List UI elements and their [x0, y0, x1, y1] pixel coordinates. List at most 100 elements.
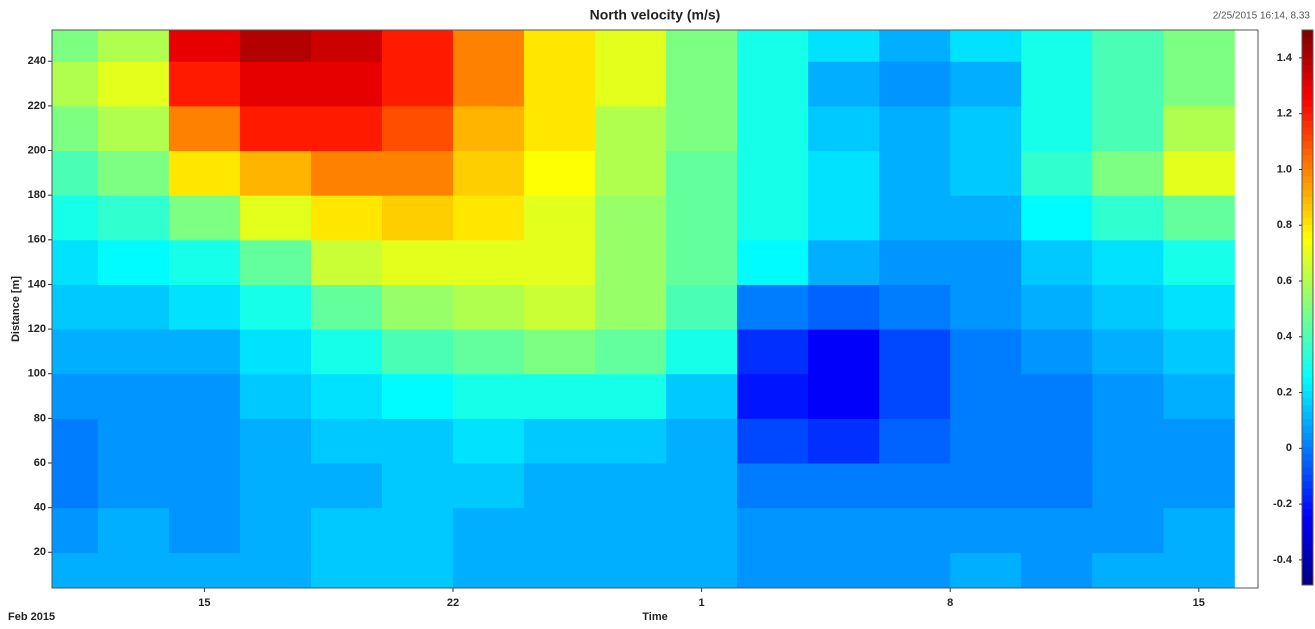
heatmap-cell [382, 552, 454, 597]
colorbar-segment [1302, 141, 1313, 148]
colorbar-tick-label: 0.4 [1277, 331, 1293, 343]
colorbar-segment [1302, 294, 1313, 301]
heatmap-cell [311, 374, 383, 419]
heatmap-cell [666, 17, 738, 62]
colorbar-segment [1302, 460, 1313, 467]
heatmap-cell [169, 17, 241, 62]
heatmap-cell [1163, 418, 1235, 463]
colorbar-segment [1302, 99, 1313, 106]
heatmap-cell [1163, 508, 1235, 553]
heatmap-cell [737, 552, 809, 597]
heatmap-cell [240, 418, 312, 463]
heatmap-cell [879, 151, 951, 196]
heatmap-cell [950, 374, 1022, 419]
heatmap-cell [240, 552, 312, 597]
colorbar-segment [1302, 516, 1313, 523]
heatmap-cell [1163, 329, 1235, 374]
colorbar-segment [1302, 446, 1313, 453]
heatmap-cell [595, 463, 667, 508]
colorbar-segment [1302, 183, 1313, 190]
heatmap-cell [808, 61, 880, 106]
heatmap-cell [950, 284, 1022, 329]
heatmap-cell [382, 195, 454, 240]
colorbar-segment [1302, 342, 1313, 349]
heatmap-cell [524, 463, 596, 508]
colorbar-segment [1302, 308, 1313, 315]
heatmap-cell [453, 240, 525, 285]
x-tick-label: 1 [699, 597, 705, 609]
heatmap-cell [737, 151, 809, 196]
heatmap-cell [737, 240, 809, 285]
heatmap-cell [737, 418, 809, 463]
heatmap-cell [1021, 418, 1093, 463]
colorbar-segment [1302, 44, 1313, 51]
colorbar-segment [1302, 377, 1313, 384]
heatmap-cell [666, 240, 738, 285]
y-axis-label: Distance [m] [10, 276, 22, 342]
colorbar-segment [1302, 391, 1313, 398]
y-tick-label: 40 [34, 502, 46, 514]
colorbar-tick-label: -0.2 [1273, 498, 1292, 510]
heatmap-cell [1021, 508, 1093, 553]
heatmap-cell [1021, 17, 1093, 62]
heatmap-cell [1163, 284, 1235, 329]
colorbar-segment [1302, 79, 1313, 86]
colorbar-tick-label: -0.4 [1273, 554, 1293, 566]
colorbar-segment [1302, 578, 1313, 585]
colorbar-segment [1302, 134, 1313, 141]
heatmap-cell [169, 284, 241, 329]
heatmap-cell [666, 508, 738, 553]
heatmap-cell [1021, 106, 1093, 151]
heatmap-cell [382, 418, 454, 463]
heatmap-cell [453, 508, 525, 553]
heatmap-cell [453, 418, 525, 463]
y-tick-label: 20 [34, 546, 46, 558]
heatmap-cell [98, 418, 170, 463]
heatmap-cell [240, 463, 312, 508]
colorbar-tick-label: 0.8 [1277, 219, 1292, 231]
heatmap-cell [1021, 240, 1093, 285]
x-tick-label: 15 [198, 597, 210, 609]
heatmap-cell [1021, 284, 1093, 329]
y-tick-label: 180 [28, 189, 46, 201]
heatmap-cell [879, 508, 951, 553]
heatmap-cell [169, 508, 241, 553]
heatmap-cell [666, 61, 738, 106]
heatmap-cell [595, 151, 667, 196]
heatmap-cell [666, 151, 738, 196]
colorbar-segment [1302, 495, 1313, 502]
heatmap-cell [879, 17, 951, 62]
colorbar-segment [1302, 203, 1313, 210]
heatmap-cell [453, 552, 525, 597]
heatmap-cell [879, 61, 951, 106]
colorbar-segment [1302, 113, 1313, 120]
colorbar-segment [1302, 536, 1313, 543]
heatmap-cell [240, 61, 312, 106]
heatmap-cell [453, 284, 525, 329]
colorbar-segment [1302, 287, 1313, 294]
heatmap-cell [311, 418, 383, 463]
colorbar-segment [1302, 217, 1313, 224]
heatmap-cell [595, 61, 667, 106]
y-tick-label: 100 [28, 368, 46, 380]
heatmap-cell [1021, 374, 1093, 419]
heatmap-cell [879, 195, 951, 240]
heatmap-cell [808, 284, 880, 329]
heatmap-cell [98, 240, 170, 285]
heatmap-cell [1092, 552, 1164, 597]
colorbar-segment [1302, 238, 1313, 245]
heatmap-cell [382, 17, 454, 62]
heatmap-cell [1021, 552, 1093, 597]
heatmap-cell [524, 195, 596, 240]
heatmap-cell [453, 151, 525, 196]
heatmap-cell [240, 17, 312, 62]
heatmap-cell [950, 240, 1022, 285]
heatmap-cell [808, 552, 880, 597]
heatmap-cell [169, 418, 241, 463]
heatmap-cell [382, 284, 454, 329]
heatmap-cell [1163, 17, 1235, 62]
heatmap-cell [595, 418, 667, 463]
heatmap-cell [666, 463, 738, 508]
heatmap-cell [808, 195, 880, 240]
